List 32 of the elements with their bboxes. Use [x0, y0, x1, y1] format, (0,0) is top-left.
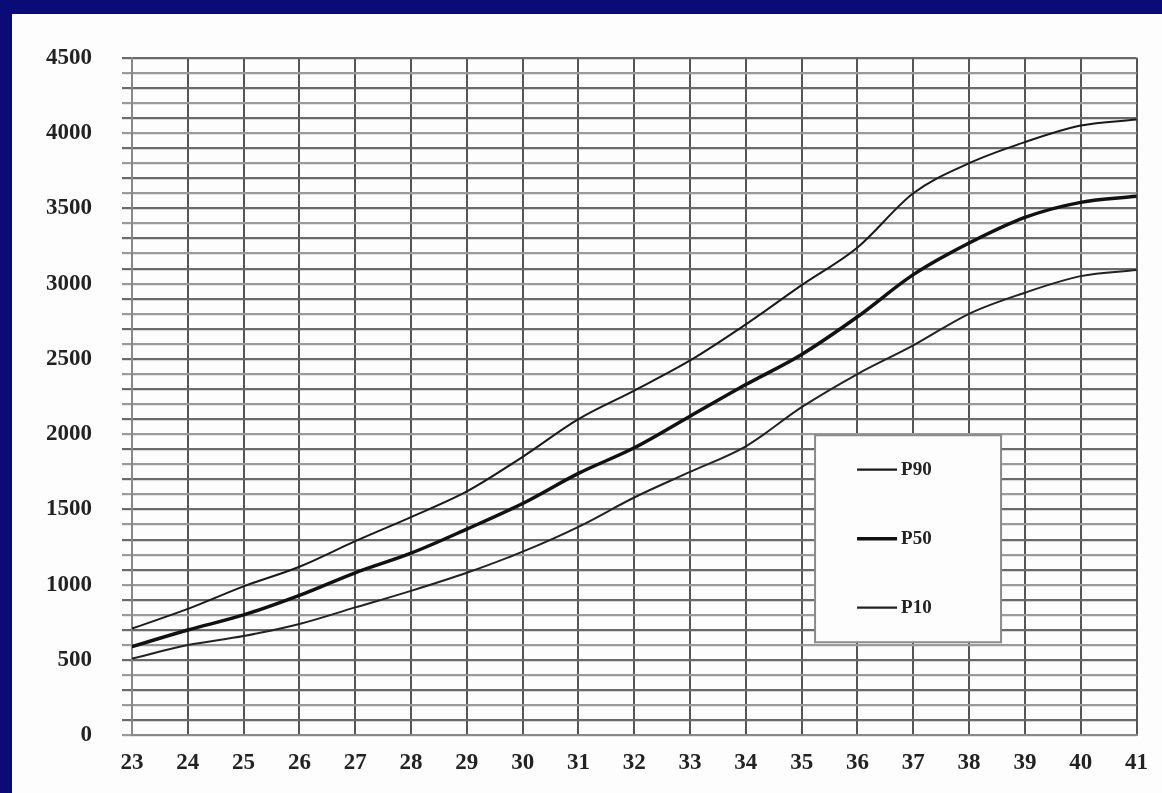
- x-tick-label: 23: [120, 749, 144, 775]
- legend-label: P10: [901, 595, 932, 617]
- x-tick-label: 37: [901, 749, 925, 775]
- x-tick-label: 31: [566, 749, 590, 775]
- legend-label: P50: [901, 526, 932, 548]
- x-tick-label: 27: [343, 749, 367, 775]
- x-tick-label: 35: [790, 749, 814, 775]
- x-tick-label: 26: [287, 749, 311, 775]
- x-tick-label: 33: [678, 749, 702, 775]
- y-tick-label: 4500: [46, 43, 92, 69]
- x-tick-label: 24: [176, 749, 200, 775]
- y-tick-label: 3000: [46, 269, 92, 295]
- y-tick-label: 2000: [46, 420, 92, 446]
- x-tick-label: 29: [455, 749, 479, 775]
- x-tick-label: 34: [734, 749, 758, 775]
- x-tick-label: 38: [957, 749, 981, 775]
- x-tick-label: 40: [1069, 749, 1093, 775]
- x-tick-label: 36: [845, 749, 869, 775]
- y-tick-label: 2500: [46, 344, 92, 370]
- x-tick-label: 30: [511, 749, 535, 775]
- x-tick-label: 25: [232, 749, 256, 775]
- x-tick-label: 39: [1013, 749, 1037, 775]
- y-tick-label: 0: [80, 721, 92, 747]
- x-tick-label: 28: [399, 749, 423, 775]
- x-tick-label: 41: [1125, 749, 1148, 775]
- y-tick-label: 1500: [46, 495, 92, 521]
- y-tick-label: 1000: [46, 570, 92, 596]
- y-tick-label: 500: [57, 646, 92, 672]
- legend-label: P90: [901, 457, 932, 479]
- x-tick-label: 32: [622, 749, 646, 775]
- y-tick-label: 3500: [46, 194, 92, 220]
- y-tick-label: 4000: [46, 119, 92, 145]
